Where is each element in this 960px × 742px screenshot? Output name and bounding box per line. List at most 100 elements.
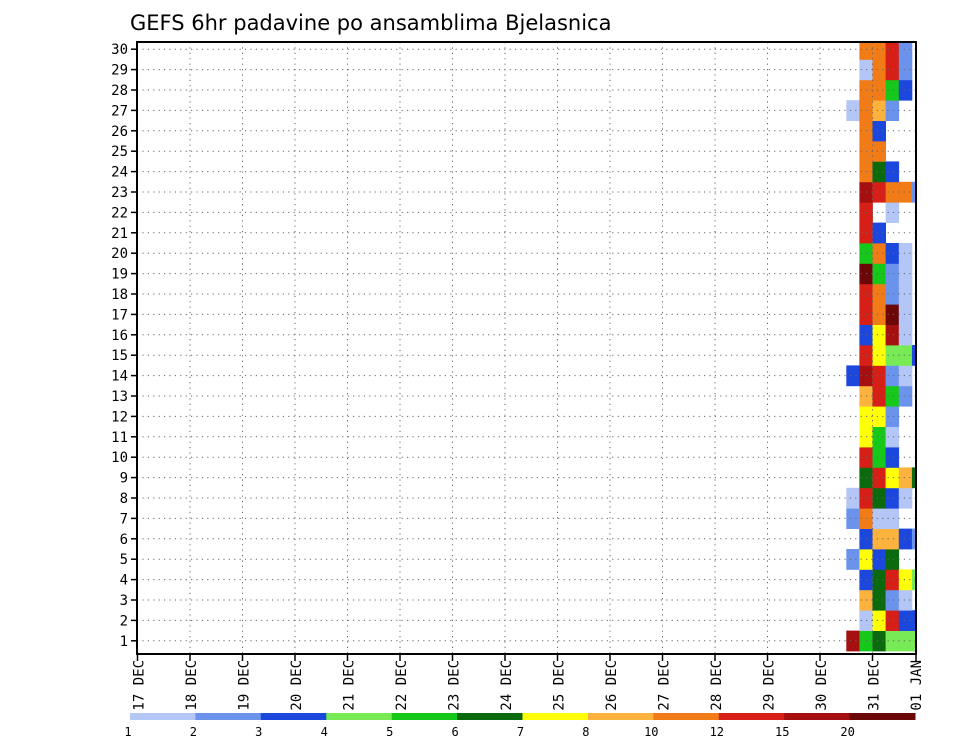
colorbar-label: 15 xyxy=(775,725,789,739)
heatmap-cell xyxy=(872,508,886,529)
heatmap-cell xyxy=(885,610,900,631)
heatmap-cell xyxy=(846,508,860,529)
heatmap-cell xyxy=(898,345,913,366)
heatmap-cell xyxy=(885,426,900,448)
heatmap-cell xyxy=(885,161,900,183)
x-tick-label: 27 DEC xyxy=(657,660,673,711)
x-tick-label: 29 DEC xyxy=(762,660,778,711)
y-tick-label: 1 xyxy=(120,634,128,650)
heatmap-cell xyxy=(885,345,900,366)
y-tick-label: 11 xyxy=(111,430,128,446)
colorbar-label: 2 xyxy=(190,725,197,739)
colorbar-label: 6 xyxy=(451,725,458,739)
heatmap-cell xyxy=(846,549,860,570)
colorbar-swatch xyxy=(784,713,851,720)
heatmap-cell xyxy=(885,263,900,285)
y-tick-label: 14 xyxy=(111,369,128,385)
heatmap-cell xyxy=(885,467,900,489)
heatmap-cell xyxy=(885,630,900,652)
colorbar-label: 3 xyxy=(255,725,262,739)
y-tick-label: 6 xyxy=(120,532,128,548)
heatmap-cell xyxy=(872,243,886,264)
heatmap-cell xyxy=(885,365,900,387)
colorbar-label: 8 xyxy=(582,725,589,739)
heatmap-cell xyxy=(872,385,886,407)
plot-frame xyxy=(136,41,917,655)
x-tick-label: 17 DEC xyxy=(132,660,148,711)
heatmap-cell xyxy=(885,447,900,468)
colorbar-label: 7 xyxy=(517,725,524,739)
colorbar-label: 10 xyxy=(644,725,658,739)
colorbar-swatch xyxy=(849,713,916,720)
y-axis: 1234567891011121314151617181920212223242… xyxy=(111,42,137,650)
heatmap-cell xyxy=(911,181,916,203)
heatmap-cell xyxy=(885,283,900,305)
heatmap-cell xyxy=(872,181,886,203)
colorbar-swatch xyxy=(457,713,523,720)
heatmap-cell xyxy=(872,324,886,346)
colorbar-label: 1 xyxy=(124,725,131,739)
heatmap-cell xyxy=(898,304,913,325)
heatmap-cell xyxy=(898,243,913,264)
heatmap-cell xyxy=(872,43,886,60)
y-tick-label: 22 xyxy=(111,205,128,221)
x-tick-label: 18 DEC xyxy=(184,660,200,711)
colorbar-swatch xyxy=(260,713,327,720)
colorbar-label: 12 xyxy=(710,725,724,739)
y-tick-label: 4 xyxy=(120,573,128,589)
heatmap-cell xyxy=(872,610,886,631)
colorbar: 1 2 3 4 5 6 7 8 10 12 15 20 xyxy=(124,713,916,739)
heatmap-cell xyxy=(885,181,900,203)
x-tick-label: 23 DEC xyxy=(447,660,463,711)
heatmap-cell xyxy=(898,610,913,631)
heatmap-cell xyxy=(872,120,886,142)
heatmap-cell xyxy=(911,569,916,591)
heatmap-cell xyxy=(911,610,916,631)
heatmap-cell xyxy=(898,43,913,60)
heatmap-cell xyxy=(898,569,913,591)
y-tick-label: 27 xyxy=(111,103,128,119)
colorbar-swatch xyxy=(326,713,393,720)
x-tick-label: 25 DEC xyxy=(552,660,568,711)
heatmap-cell xyxy=(872,222,886,244)
y-tick-label: 23 xyxy=(111,185,128,201)
heatmap-cell xyxy=(872,263,886,285)
y-tick-label: 20 xyxy=(111,246,128,262)
heatmap-cell xyxy=(872,304,886,325)
heatmap-cell xyxy=(885,304,900,325)
heatmap-cell xyxy=(872,345,886,366)
heatmap-cell xyxy=(885,243,900,264)
y-tick-label: 10 xyxy=(111,450,128,466)
x-tick-label: 31 DEC xyxy=(867,660,883,711)
y-tick-label: 28 xyxy=(111,83,128,99)
y-tick-label: 29 xyxy=(111,63,128,79)
y-tick-label: 25 xyxy=(111,144,128,160)
heatmap-cell xyxy=(872,528,886,550)
heatmap-cell xyxy=(872,161,886,183)
y-tick-label: 16 xyxy=(111,328,128,344)
heatmap-cell xyxy=(911,528,916,550)
heatmap-cell xyxy=(898,263,913,285)
colorbar-swatch xyxy=(587,713,654,720)
y-tick-label: 12 xyxy=(111,409,128,425)
y-tick-label: 9 xyxy=(120,471,128,487)
heatmap-cell xyxy=(885,202,900,223)
heatmap-cell xyxy=(872,487,886,509)
heatmap-cell xyxy=(885,43,900,60)
y-tick-label: 26 xyxy=(111,124,128,140)
heatmap-cell xyxy=(911,345,916,366)
heatmap-cell xyxy=(872,59,886,81)
colorbar-swatch xyxy=(130,713,196,720)
y-tick-label: 3 xyxy=(120,593,128,609)
heatmap-cell xyxy=(898,283,913,305)
y-tick-label: 15 xyxy=(111,348,128,364)
heatmap-cell xyxy=(885,487,900,509)
y-tick-label: 18 xyxy=(111,287,128,303)
heatmap-cell xyxy=(911,467,916,489)
heatmap-cell xyxy=(872,569,886,591)
heatmap-cell xyxy=(872,406,886,427)
heatmap-cells xyxy=(846,43,916,652)
heatmap-cell xyxy=(846,630,860,652)
heatmap-cell xyxy=(885,79,900,101)
heatmap-cell xyxy=(872,630,886,652)
